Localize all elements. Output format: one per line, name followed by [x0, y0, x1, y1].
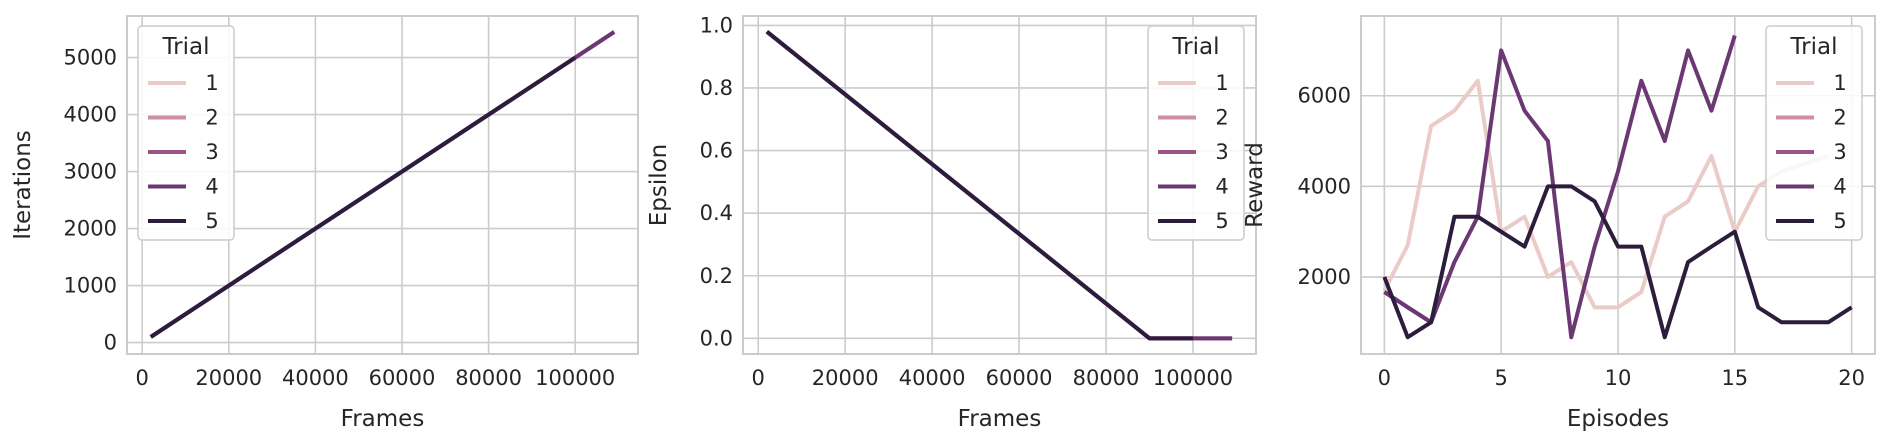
legend-label-4: 4 [1215, 175, 1228, 199]
y-tick-label: 0.8 [700, 76, 733, 100]
y-tick-label: 1.0 [700, 13, 733, 37]
x-tick-label: 0 [752, 366, 765, 390]
legend-title: Trial [1790, 34, 1838, 60]
y-tick-label: 0 [104, 331, 117, 355]
y-axis-label: Iterations [10, 130, 36, 240]
y-tick-label: 1000 [64, 274, 117, 298]
x-tick-label: 60000 [986, 366, 1053, 390]
legend-label-5: 5 [205, 209, 218, 233]
x-tick-label: 0 [1378, 366, 1391, 390]
plot-frame [742, 15, 1257, 355]
x-tick-label: 40000 [899, 366, 966, 390]
x-axis-label: Frames [341, 406, 425, 432]
legend-label-1: 1 [1215, 71, 1228, 95]
y-tick-label: 4000 [1298, 174, 1351, 198]
y-tick-label: 0.2 [700, 264, 733, 288]
series-line-5 [1382, 184, 1853, 340]
x-tick-label: 100000 [535, 366, 615, 390]
legend-label-2: 2 [205, 106, 218, 130]
legend: Trial 1 2 3 4 5 [137, 25, 235, 241]
y-tick-label: 4000 [64, 103, 117, 127]
x-tick-label: 60000 [369, 366, 436, 390]
legend-label-1: 1 [205, 71, 218, 95]
chart-panel-2: 0 20000 40000 60000 80000 100000 0.0 0.2 0.4 0.6 0… [646, 13, 1257, 432]
x-tick-label: 80000 [1073, 366, 1140, 390]
x-tick-label: 0 [135, 366, 148, 390]
legend-label-4: 4 [205, 175, 218, 199]
x-axis-label: Frames [958, 406, 1042, 432]
x-tick-label: 20000 [195, 366, 262, 390]
series-line-1 [1382, 78, 1829, 310]
legend-label-3: 3 [1833, 140, 1846, 164]
series-line-4 [1383, 34, 1737, 340]
legend-label-5: 5 [1833, 209, 1846, 233]
plot-frame [1360, 15, 1876, 355]
x-tick-label: 10 [1605, 366, 1632, 390]
x-tick-label: 20 [1838, 366, 1865, 390]
x-axis-label: Episodes [1567, 406, 1669, 432]
x-tick-label: 15 [1721, 366, 1748, 390]
series-line-5 [765, 30, 1193, 341]
legend: Trial 1 2 3 4 5 [1147, 25, 1245, 241]
legend-label-2: 2 [1833, 106, 1846, 130]
x-tick-label: 20000 [812, 366, 879, 390]
series-line-5 [149, 55, 577, 339]
x-tick-label: 80000 [455, 366, 522, 390]
legend-label-5: 5 [1215, 209, 1228, 233]
y-tick-label: 6000 [1298, 84, 1351, 108]
legend: Trial 1 2 3 4 5 [1765, 25, 1863, 241]
legend-label-3: 3 [205, 140, 218, 164]
legend-label-2: 2 [1215, 106, 1228, 130]
y-axis-label: Reward [1242, 142, 1268, 228]
y-axis-label: Epsilon [646, 144, 672, 227]
y-tick-label: 0.4 [700, 201, 733, 225]
chart-panel-3: 0 5 10 15 20200040006000EpisodesRewardTrial1… [1242, 15, 1876, 432]
plot-frame [126, 15, 639, 355]
y-tick-label: 0.0 [700, 326, 733, 350]
y-tick-label: 2000 [1298, 265, 1351, 289]
x-tick-label: 100000 [1153, 366, 1233, 390]
chart-panel-1: 0 20000 40000 60000 80000 100000 0 1000 2000 3000… [10, 15, 639, 432]
y-tick-label: 0.6 [700, 139, 733, 163]
x-tick-label: 5 [1494, 366, 1507, 390]
legend-label-4: 4 [1833, 175, 1846, 199]
y-tick-label: 3000 [64, 160, 117, 184]
y-tick-label: 5000 [64, 46, 117, 70]
legend-title: Trial [1172, 34, 1220, 60]
legend-title: Trial [162, 34, 210, 60]
y-tick-label: 2000 [64, 217, 117, 241]
legend-label-3: 3 [1215, 140, 1228, 164]
legend-label-1: 1 [1833, 71, 1846, 95]
x-tick-label: 40000 [282, 366, 349, 390]
